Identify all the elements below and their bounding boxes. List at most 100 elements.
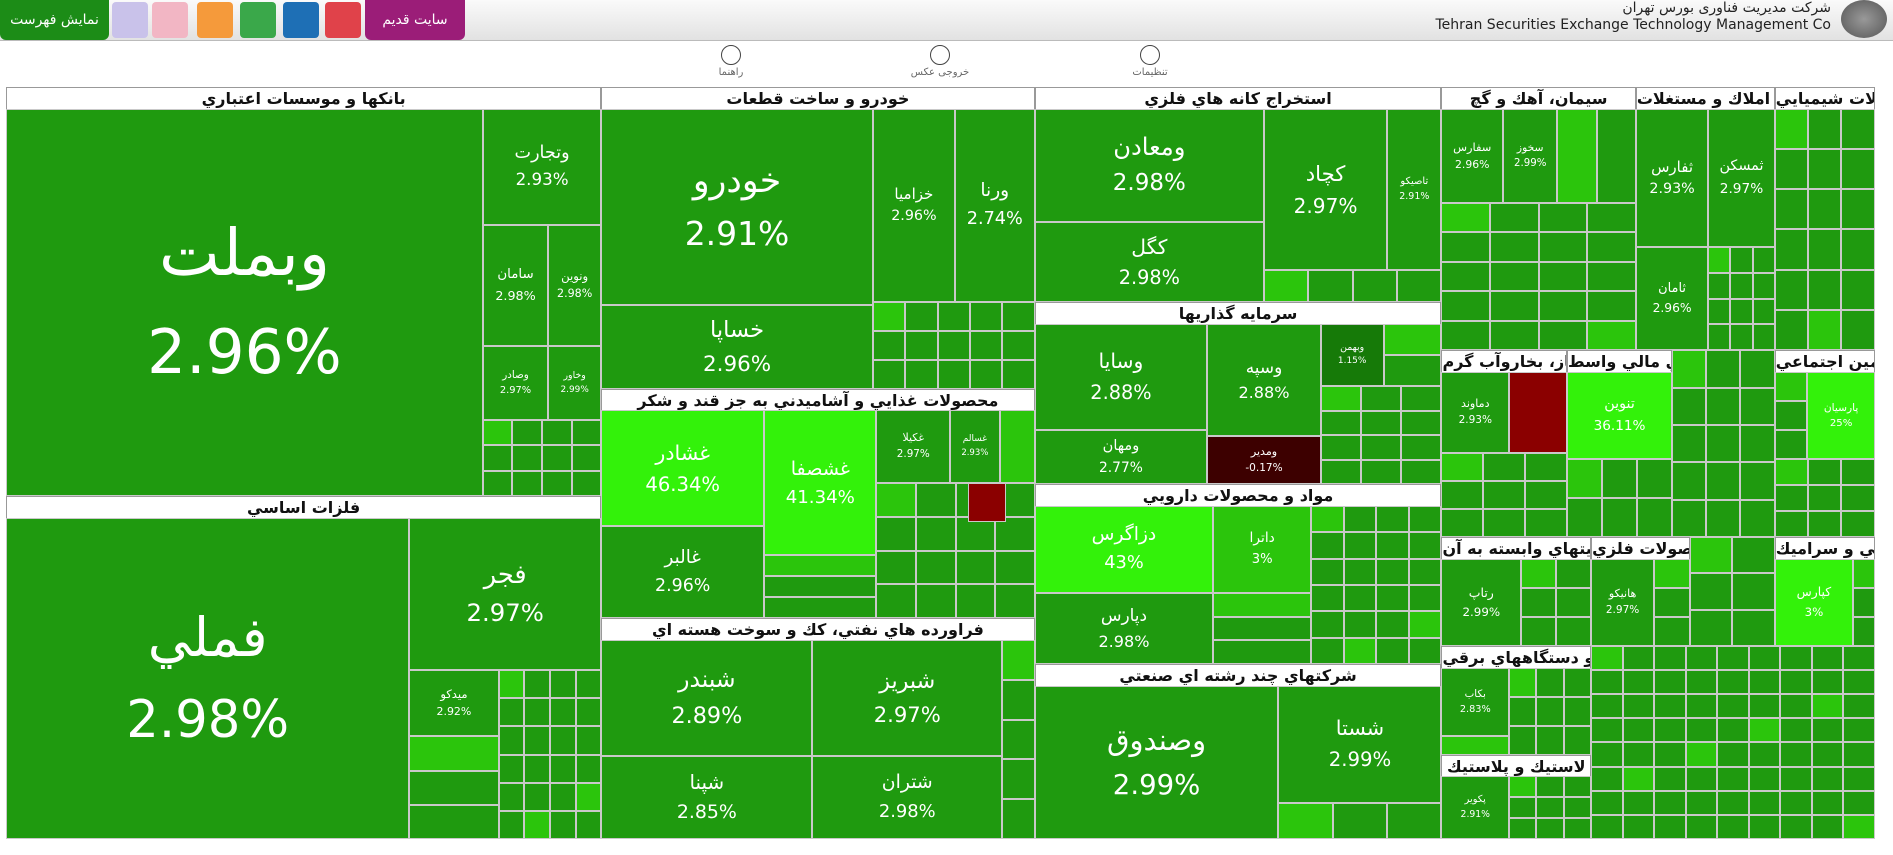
stock-tile[interactable]: دپارس 2.98% — [1034, 592, 1214, 664]
small-tile[interactable] — [916, 584, 956, 619]
small-tile[interactable] — [1376, 558, 1409, 585]
icon[interactable] — [240, 2, 276, 38]
small-tile[interactable] — [1408, 584, 1442, 612]
small-tile[interactable] — [1780, 694, 1812, 719]
small-tile[interactable] — [1853, 558, 1875, 588]
small-tile[interactable] — [1811, 718, 1844, 743]
small-tile[interactable] — [498, 810, 525, 840]
small-tile[interactable] — [1408, 611, 1442, 638]
stock-tile[interactable]: داترا 3% — [1213, 505, 1312, 593]
stock-tile[interactable]: ميدكو 2.92% — [409, 670, 499, 737]
stock-tile[interactable]: وخاور 2.99% — [548, 346, 602, 421]
small-tile[interactable] — [1567, 497, 1603, 538]
small-tile[interactable] — [1343, 637, 1377, 664]
small-tile[interactable] — [876, 482, 916, 517]
small-tile[interactable] — [542, 445, 572, 471]
stock-tile[interactable]: پارسيان 25% — [1807, 371, 1875, 459]
small-tile[interactable] — [1717, 694, 1749, 719]
small-tile[interactable] — [1654, 766, 1686, 791]
small-tile[interactable] — [955, 516, 996, 551]
small-tile[interactable] — [1622, 790, 1655, 815]
small-tile[interactable] — [524, 698, 550, 727]
small-tile[interactable] — [1730, 324, 1753, 351]
small-tile[interactable] — [1637, 497, 1673, 538]
small-tile[interactable] — [1622, 766, 1655, 791]
small-tile[interactable] — [1343, 584, 1377, 612]
small-tile[interactable] — [1717, 742, 1749, 767]
small-tile[interactable] — [549, 810, 576, 840]
small-tile[interactable] — [1567, 458, 1603, 498]
help[interactable]: راهنما — [671, 45, 791, 78]
small-tile[interactable] — [1672, 387, 1707, 425]
small-tile[interactable] — [524, 670, 550, 699]
small-tile[interactable] — [1752, 324, 1775, 351]
stock-tile[interactable]: ومهان 2.77% — [1034, 429, 1208, 485]
small-tile[interactable] — [1685, 718, 1718, 743]
small-tile[interactable] — [1509, 696, 1537, 726]
small-tile[interactable] — [1843, 670, 1875, 695]
small-tile[interactable] — [1509, 667, 1537, 697]
small-tile[interactable] — [1441, 736, 1510, 755]
small-tile[interactable] — [1332, 802, 1388, 840]
small-tile[interactable] — [1441, 232, 1491, 262]
small-tile[interactable] — [1843, 645, 1875, 671]
small-tile[interactable] — [1808, 309, 1842, 351]
small-tile[interactable] — [1490, 261, 1539, 292]
small-tile[interactable] — [1780, 670, 1812, 695]
small-tile[interactable] — [1002, 359, 1035, 389]
small-tile[interactable] — [1509, 818, 1537, 840]
small-tile[interactable] — [1383, 323, 1442, 355]
small-tile[interactable] — [1587, 202, 1636, 233]
small-tile[interactable] — [498, 754, 525, 783]
stock-tile[interactable]: خودرو 2.91% — [601, 108, 873, 306]
small-tile[interactable] — [1748, 670, 1781, 695]
small-tile[interactable] — [524, 726, 550, 755]
small-tile[interactable] — [969, 359, 1003, 389]
small-tile[interactable] — [1556, 587, 1592, 617]
small-tile[interactable] — [1591, 790, 1623, 815]
small-tile[interactable] — [1509, 725, 1537, 755]
small-tile[interactable] — [955, 584, 996, 619]
small-tile[interactable] — [1591, 742, 1623, 767]
small-tile[interactable] — [1360, 386, 1402, 411]
small-tile[interactable] — [1654, 645, 1686, 671]
small-tile[interactable] — [1841, 269, 1875, 310]
small-tile[interactable] — [1808, 189, 1842, 230]
stock-tile[interactable]: خزاميا 2.96% — [872, 108, 955, 302]
small-tile[interactable] — [1441, 452, 1484, 481]
stock-tile[interactable]: وبملت 2.96% — [6, 108, 483, 497]
stock-tile[interactable]: ومدير -0.17% — [1207, 435, 1321, 485]
stock-tile[interactable]: سخوز 2.99% — [1503, 108, 1558, 203]
small-tile[interactable] — [1808, 229, 1842, 270]
old-site-button[interactable]: سایت قدیم — [365, 0, 465, 40]
small-tile[interactable] — [1308, 270, 1353, 302]
small-tile[interactable] — [1708, 324, 1731, 351]
small-tile[interactable] — [1002, 301, 1035, 331]
small-tile[interactable] — [1841, 511, 1875, 538]
small-tile[interactable] — [575, 670, 602, 699]
small-tile[interactable] — [1622, 718, 1655, 743]
small-tile[interactable] — [1587, 232, 1636, 262]
small-tile[interactable] — [524, 754, 550, 783]
small-tile[interactable] — [575, 782, 602, 811]
small-tile[interactable] — [1002, 799, 1035, 840]
small-tile[interactable] — [1311, 532, 1344, 559]
small-tile[interactable] — [1654, 694, 1686, 719]
stock-tile[interactable]: وتجارت 2.93% — [482, 108, 602, 225]
small-tile[interactable] — [1602, 497, 1638, 538]
small-tile[interactable] — [549, 726, 576, 755]
stock-tile[interactable]: غسالم 2.93% — [950, 410, 1000, 483]
small-tile[interactable] — [1811, 670, 1844, 695]
small-tile[interactable] — [1376, 637, 1409, 664]
small-tile[interactable] — [1536, 725, 1564, 755]
small-tile[interactable] — [1811, 814, 1844, 840]
small-tile[interactable] — [1748, 645, 1781, 671]
small-tile[interactable] — [1509, 371, 1568, 453]
small-tile[interactable] — [1360, 435, 1402, 460]
small-tile[interactable] — [1811, 790, 1844, 815]
stock-tile[interactable]: كپارس 3% — [1774, 558, 1854, 646]
stock-tile[interactable]: دزاگرس 43% — [1034, 505, 1214, 593]
small-tile[interactable] — [999, 410, 1035, 483]
small-tile[interactable] — [1654, 790, 1686, 815]
small-tile[interactable] — [498, 670, 525, 699]
